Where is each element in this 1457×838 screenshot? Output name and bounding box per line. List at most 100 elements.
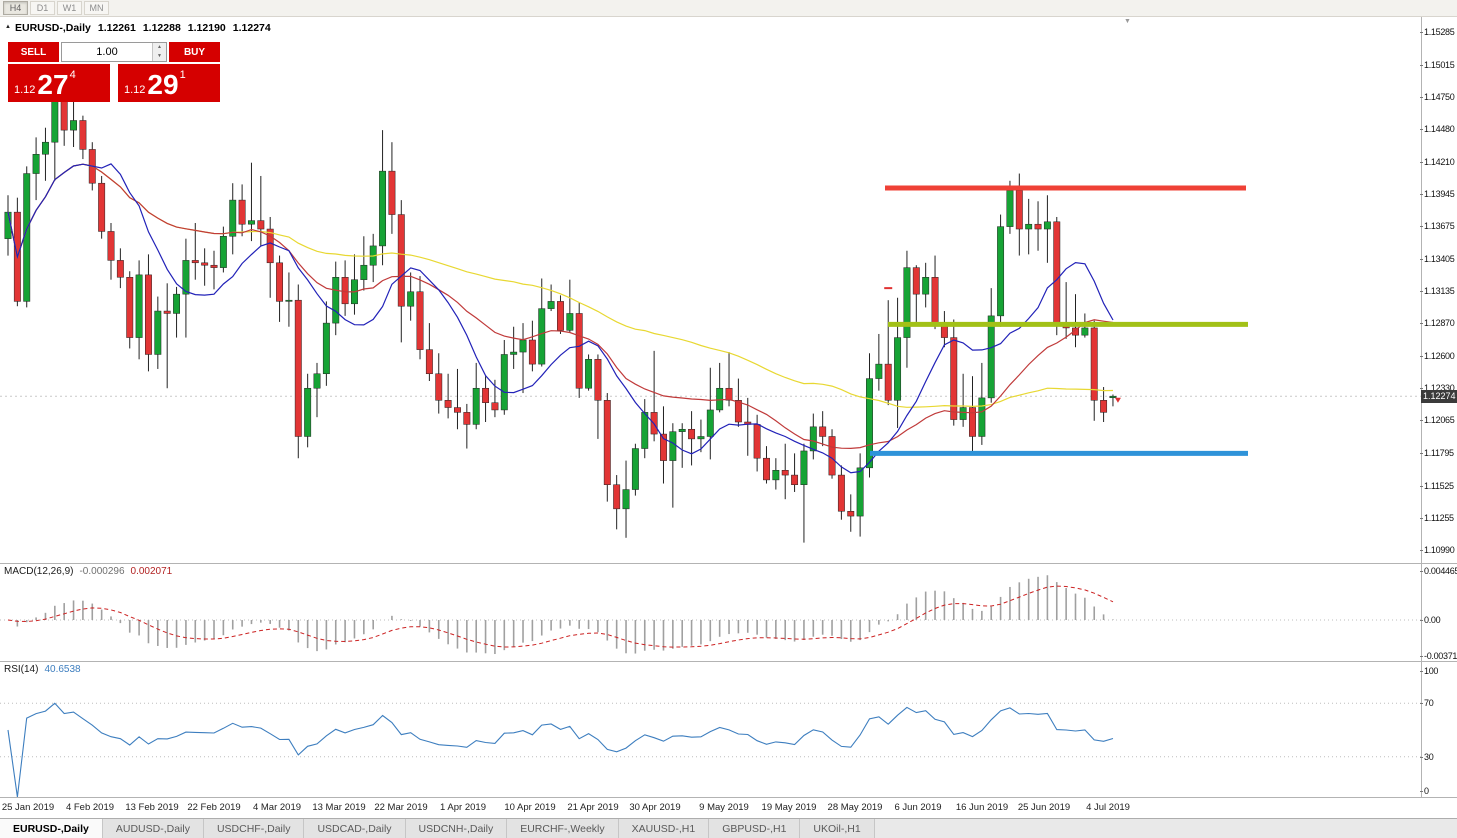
one-click-trade-panel: SELL ▲ ▼ BUY 1.12 27 4 1.12 29 1 [8, 42, 220, 102]
price-axis-label: 1.12330 [1419, 383, 1455, 394]
one-click-toggle-icon[interactable]: ▲ [5, 24, 11, 30]
date-label: 9 May 2019 [699, 802, 749, 813]
price-axis-label: 1.12600 [1419, 350, 1455, 361]
price-axis-label: 1.11795 [1420, 447, 1454, 458]
sell-quote-button[interactable]: 1.12 27 4 [8, 64, 110, 102]
date-label: 25 Jun 2019 [1017, 802, 1071, 813]
buy-price-pip: 1 [179, 69, 186, 81]
macd-axis-label: -0.003717 [1420, 651, 1457, 661]
current-price-badge: 1.12274 [1421, 389, 1457, 403]
date-label: 25 Jan 2019 [1, 802, 55, 813]
sell-price-prefix: 1.12 [14, 84, 36, 96]
macd-label: MACD(12,26,9) [4, 566, 74, 577]
lot-decrease-button[interactable]: ▼ [153, 52, 166, 61]
ohlc-open: 1.12261 [97, 22, 136, 34]
chart-tab[interactable]: XAUUSD-,H1 [618, 819, 710, 838]
date-axis[interactable]: 25 Jan 2019 4 Feb 2019 13 Feb 2019 22 Feb 2… [0, 798, 1421, 817]
date-label: 13 Feb 2019 [125, 802, 179, 813]
rsi-line [7, 702, 1114, 797]
lot-spinner: ▲ ▼ [152, 43, 166, 61]
ohlc-high: 1.12288 [142, 22, 181, 34]
ohlc-low: 1.12190 [187, 22, 226, 34]
date-label: 4 Jul 2019 [1086, 802, 1130, 813]
macd-header: MACD(12,26,9) -0.000296 0.002071 [4, 566, 172, 577]
date-label: 21 Apr 2019 [567, 802, 619, 813]
buy-button[interactable]: BUY [169, 42, 220, 62]
candles-layer [4, 79, 1117, 543]
macd-signal-value: 0.002071 [130, 566, 173, 577]
date-label: 22 Feb 2019 [187, 802, 241, 813]
ma-fast-line[interactable] [7, 163, 1114, 474]
sell-price-pip: 4 [69, 69, 76, 81]
sell-button[interactable]: SELL [8, 42, 59, 62]
chart-tab[interactable]: USDCAD-,Daily [304, 819, 406, 838]
rsi-label: RSI(14) [4, 664, 39, 675]
lot-increase-button[interactable]: ▲ [153, 43, 166, 52]
price-axis-label: 1.13405 [1419, 253, 1455, 264]
rsi-header: RSI(14) 40.6538 [4, 664, 81, 675]
chart-tab[interactable]: USDCHF-,Daily [203, 819, 305, 838]
chart-title: EURUSD-,Daily 1.12261 1.12288 1.12190 1.… [15, 22, 271, 34]
macd-histogram [16, 575, 1114, 655]
macd-axis-label: 0.004465 [1419, 566, 1457, 576]
date-label: 1 Apr 2019 [440, 802, 486, 813]
chart-tab[interactable]: GBPUSD-,H1 [709, 819, 801, 838]
price-axis-label: 1.11525 [1420, 480, 1454, 491]
chart-symbol-period: EURUSD-,Daily [15, 22, 91, 34]
ma-slow-line[interactable] [7, 163, 1114, 408]
buy-quote-button[interactable]: 1.12 29 1 [118, 64, 220, 102]
price-axis-label: 1.13675 [1419, 221, 1455, 232]
price-axis-label: 1.12065 [1419, 415, 1455, 426]
price-axis-label: 1.15285 [1419, 27, 1455, 38]
panel-separator[interactable] [0, 797, 1457, 798]
chart-tab[interactable]: USDCNH-,Daily [405, 819, 508, 838]
ohlc-close: 1.12274 [232, 22, 271, 34]
price-axis-label: 1.15015 [1419, 59, 1455, 70]
chart-tab[interactable]: UKOil-,H1 [800, 819, 875, 838]
price-axis-label: 1.13135 [1419, 286, 1455, 297]
date-label: 16 Jun 2019 [955, 802, 1009, 813]
sell-marker-arrow [1114, 397, 1121, 403]
candlestick-chart[interactable] [0, 17, 1421, 563]
date-label: 4 Feb 2019 [65, 802, 115, 813]
lot-size-field: ▲ ▼ [61, 42, 167, 62]
price-axis-label: 1.14210 [1419, 156, 1455, 167]
timeframe-button-mn[interactable]: MN [84, 1, 109, 15]
chart-shift-marker-icon: ▼ [1124, 18, 1131, 25]
price-axis-label: 1.14750 [1419, 91, 1455, 102]
chart-tab-bar: EURUSD-,Daily AUDUSD-,Daily USDCHF-,Daily U… [0, 818, 1457, 838]
rsi-value: 40.6538 [44, 664, 81, 675]
trade-panel-quotes: 1.12 27 4 1.12 29 1 [8, 64, 220, 102]
date-label: 22 Mar 2019 [374, 802, 428, 813]
lot-size-input[interactable] [62, 43, 152, 61]
date-label: 19 May 2019 [761, 802, 817, 813]
date-label: 28 May 2019 [827, 802, 883, 813]
price-axis-line [1421, 17, 1422, 798]
buy-price-prefix: 1.12 [124, 84, 146, 96]
macd-indicator-chart[interactable] [0, 564, 1421, 660]
panel-separator[interactable] [0, 563, 1457, 564]
timeframe-button-h4[interactable]: H4 [3, 1, 28, 15]
timeframe-button-w1[interactable]: W1 [57, 1, 82, 15]
timeframe-button-d1[interactable]: D1 [30, 1, 55, 15]
macd-main-value: -0.000296 [79, 566, 125, 577]
rsi-indicator-chart[interactable] [0, 662, 1421, 797]
panel-separator[interactable] [0, 661, 1457, 662]
chart-tab[interactable]: EURUSD-,Daily [0, 819, 103, 838]
rsi-axis-label: 100 [1419, 666, 1439, 676]
chart-tab[interactable]: EURCHF-,Weekly [507, 819, 619, 838]
ma-medium-line[interactable] [7, 163, 1114, 450]
macd-signal-line [7, 585, 1114, 648]
rsi-axis-label: 30 [1419, 751, 1434, 762]
price-axis-label: 1.13945 [1419, 188, 1455, 199]
rsi-axis-label: 70 [1419, 698, 1434, 709]
macd-axis-label: 0.00 [1419, 615, 1441, 625]
chart-tab[interactable]: AUDUSD-,Daily [102, 819, 204, 838]
price-axis-label: 1.11255 [1420, 513, 1454, 524]
price-axis-label: 1.14480 [1419, 124, 1455, 135]
trade-panel-controls: SELL ▲ ▼ BUY [8, 42, 220, 62]
timeframe-toolbar: H4 D1 W1 MN [0, 0, 1457, 17]
price-axis-label: 1.12870 [1419, 318, 1455, 329]
price-axis-label: 1.10990 [1419, 545, 1455, 556]
